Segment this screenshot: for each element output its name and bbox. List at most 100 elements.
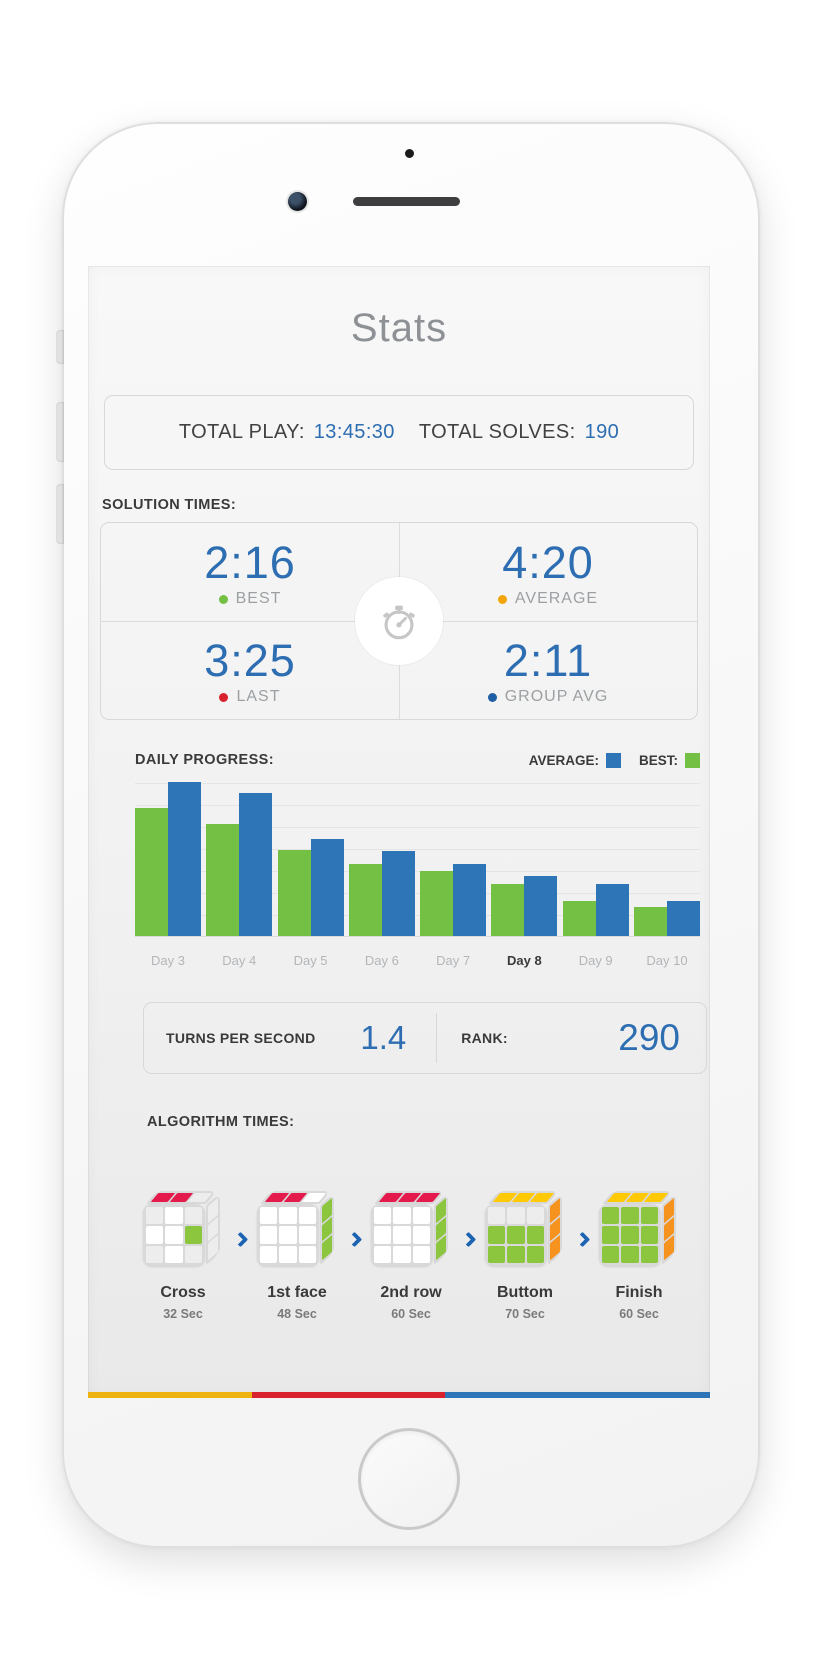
day-label-day-8[interactable]: Day 8 xyxy=(507,953,542,968)
cube-sticker xyxy=(184,1245,202,1263)
cube-sticker xyxy=(507,1226,525,1244)
gridline xyxy=(135,871,700,872)
cube-sticker xyxy=(260,1245,278,1263)
cube-right-face xyxy=(548,1193,562,1265)
solution-times-box: 2:16 BEST 4:20 AVERAGE 3:25 LAST 2:11 GROUP AVG xyxy=(100,522,698,720)
cube-top-face xyxy=(374,1191,445,1204)
bar-group-day-8 xyxy=(491,876,558,936)
cube-sticker xyxy=(602,1226,620,1244)
volume-up-button[interactable] xyxy=(56,402,64,462)
cube-front-face xyxy=(371,1204,433,1266)
algorithm-step-finish: Finish 60 Sec xyxy=(592,1190,686,1321)
bar-best xyxy=(562,901,596,936)
bar-average xyxy=(239,793,273,936)
algorithm-steps-row: Cross 32 Sec 1st face 48 Sec 2nd row 60 Sec Bu… xyxy=(136,1190,686,1321)
solution-stat-caption: BEST xyxy=(218,590,282,608)
bar-group-day-5 xyxy=(277,839,344,936)
stopwatch-icon xyxy=(383,605,415,640)
solution-stat-label: LAST xyxy=(236,688,281,706)
cube-sticker xyxy=(602,1245,620,1263)
total-play-label: TOTAL PLAY: xyxy=(178,421,305,443)
next-step-arrow-icon xyxy=(460,1231,476,1248)
totals-box: TOTAL PLAY: 13:45:30 TOTAL SOLVES: 190 xyxy=(104,395,694,470)
cube-sticker xyxy=(640,1207,658,1225)
cube-sticker xyxy=(621,1207,639,1225)
cube-sticker xyxy=(298,1245,316,1263)
day-label-day-6[interactable]: Day 6 xyxy=(364,953,399,968)
solution-times-heading: SOLUTION TIMES: xyxy=(102,497,237,513)
solution-stat-caption: AVERAGE xyxy=(497,590,598,608)
turns-per-second-value: 1.4 xyxy=(360,1019,407,1056)
legend-swatch-icon xyxy=(605,752,621,768)
day-label-day-7[interactable]: Day 7 xyxy=(436,953,471,968)
turns-per-second-cell: TURNS PER SECOND 1.4 xyxy=(144,1003,436,1073)
cube-sticker xyxy=(393,1207,411,1225)
bar-best xyxy=(633,907,667,936)
cube-stage-icon xyxy=(371,1190,451,1268)
day-label-day-9[interactable]: Day 9 xyxy=(578,953,613,968)
day-label-day-3[interactable]: Day 3 xyxy=(151,953,185,968)
bar-best xyxy=(277,850,311,936)
cube-sticker xyxy=(279,1207,297,1225)
solution-stat-best: 2:16 BEST xyxy=(101,523,399,621)
cube-sticker xyxy=(621,1245,639,1263)
algorithm-step-time: 32 Sec xyxy=(163,1307,203,1321)
cube-sticker xyxy=(488,1207,506,1225)
bar-average xyxy=(666,901,700,936)
algorithm-step-2nd-row: 2nd row 60 Sec xyxy=(364,1190,458,1321)
cube-sticker xyxy=(165,1245,183,1263)
volume-down-button[interactable] xyxy=(56,484,64,544)
solution-stat-last: 3:25 LAST xyxy=(101,621,399,719)
stat-dot-icon xyxy=(487,692,497,702)
day-label-day-5[interactable]: Day 5 xyxy=(293,953,328,968)
cube-sticker xyxy=(279,1245,297,1263)
cube-sticker xyxy=(640,1226,658,1244)
earpiece-speaker xyxy=(353,197,460,206)
algorithm-step-name: Cross xyxy=(160,1284,206,1301)
solution-stat-group-avg: 2:11 GROUP AVG xyxy=(399,621,697,719)
cube-sticker xyxy=(526,1207,544,1225)
cube-sticker xyxy=(393,1226,411,1244)
footer-color-segment xyxy=(252,1392,446,1398)
cube-stage-icon xyxy=(599,1190,679,1268)
bar-group-day-6 xyxy=(348,851,415,936)
day-label-day-4[interactable]: Day 4 xyxy=(222,953,257,968)
total-solves-value: 190 xyxy=(584,421,620,443)
legend-item-average: AVERAGE: xyxy=(529,752,621,768)
chart-day-labels: Day 3 Day 4 Day 5 Day 6 Day 7 Day 8 Day 9 Day 1… xyxy=(135,953,700,968)
mute-switch-button[interactable] xyxy=(56,330,64,364)
cube-front-face xyxy=(257,1204,319,1266)
cube-sticker xyxy=(260,1226,278,1244)
chart-legend: AVERAGE: BEST: xyxy=(529,752,700,768)
bar-group-day-10 xyxy=(633,901,700,936)
algorithm-step-name: Finish xyxy=(615,1284,663,1301)
cube-right-face xyxy=(434,1193,448,1265)
cube-top-face xyxy=(488,1191,559,1204)
cube-sticker xyxy=(165,1226,183,1244)
daily-progress-header: DAILY PROGRESS: AVERAGE: BEST: xyxy=(135,752,700,768)
stopwatch-badge xyxy=(355,577,443,665)
day-label-day-10[interactable]: Day 10 xyxy=(646,953,688,968)
cube-front-face xyxy=(599,1204,661,1266)
cube-sticker xyxy=(488,1226,506,1244)
cube-sticker xyxy=(507,1207,525,1225)
algorithm-step-time: 48 Sec xyxy=(277,1307,317,1321)
algorithm-step-name: Buttom xyxy=(497,1284,553,1301)
cube-sticker xyxy=(374,1245,392,1263)
bar-group-day-4 xyxy=(206,793,273,936)
bar-average xyxy=(168,782,201,936)
algorithm-step-buttom: Buttom 70 Sec xyxy=(478,1190,572,1321)
solution-stat-value: 3:25 xyxy=(204,634,296,686)
cube-sticker xyxy=(488,1245,506,1263)
bar-average xyxy=(310,839,344,936)
cube-stage-icon xyxy=(257,1190,337,1268)
bar-best xyxy=(491,884,525,936)
stat-dot-icon xyxy=(497,594,507,604)
rank-label: RANK: xyxy=(461,1030,508,1046)
next-step-arrow-icon xyxy=(574,1231,590,1248)
bar-group-day-7 xyxy=(420,864,487,936)
algorithm-step-name: 1st face xyxy=(267,1284,327,1301)
home-button[interactable] xyxy=(358,1428,460,1530)
cube-stage-icon xyxy=(143,1190,223,1268)
